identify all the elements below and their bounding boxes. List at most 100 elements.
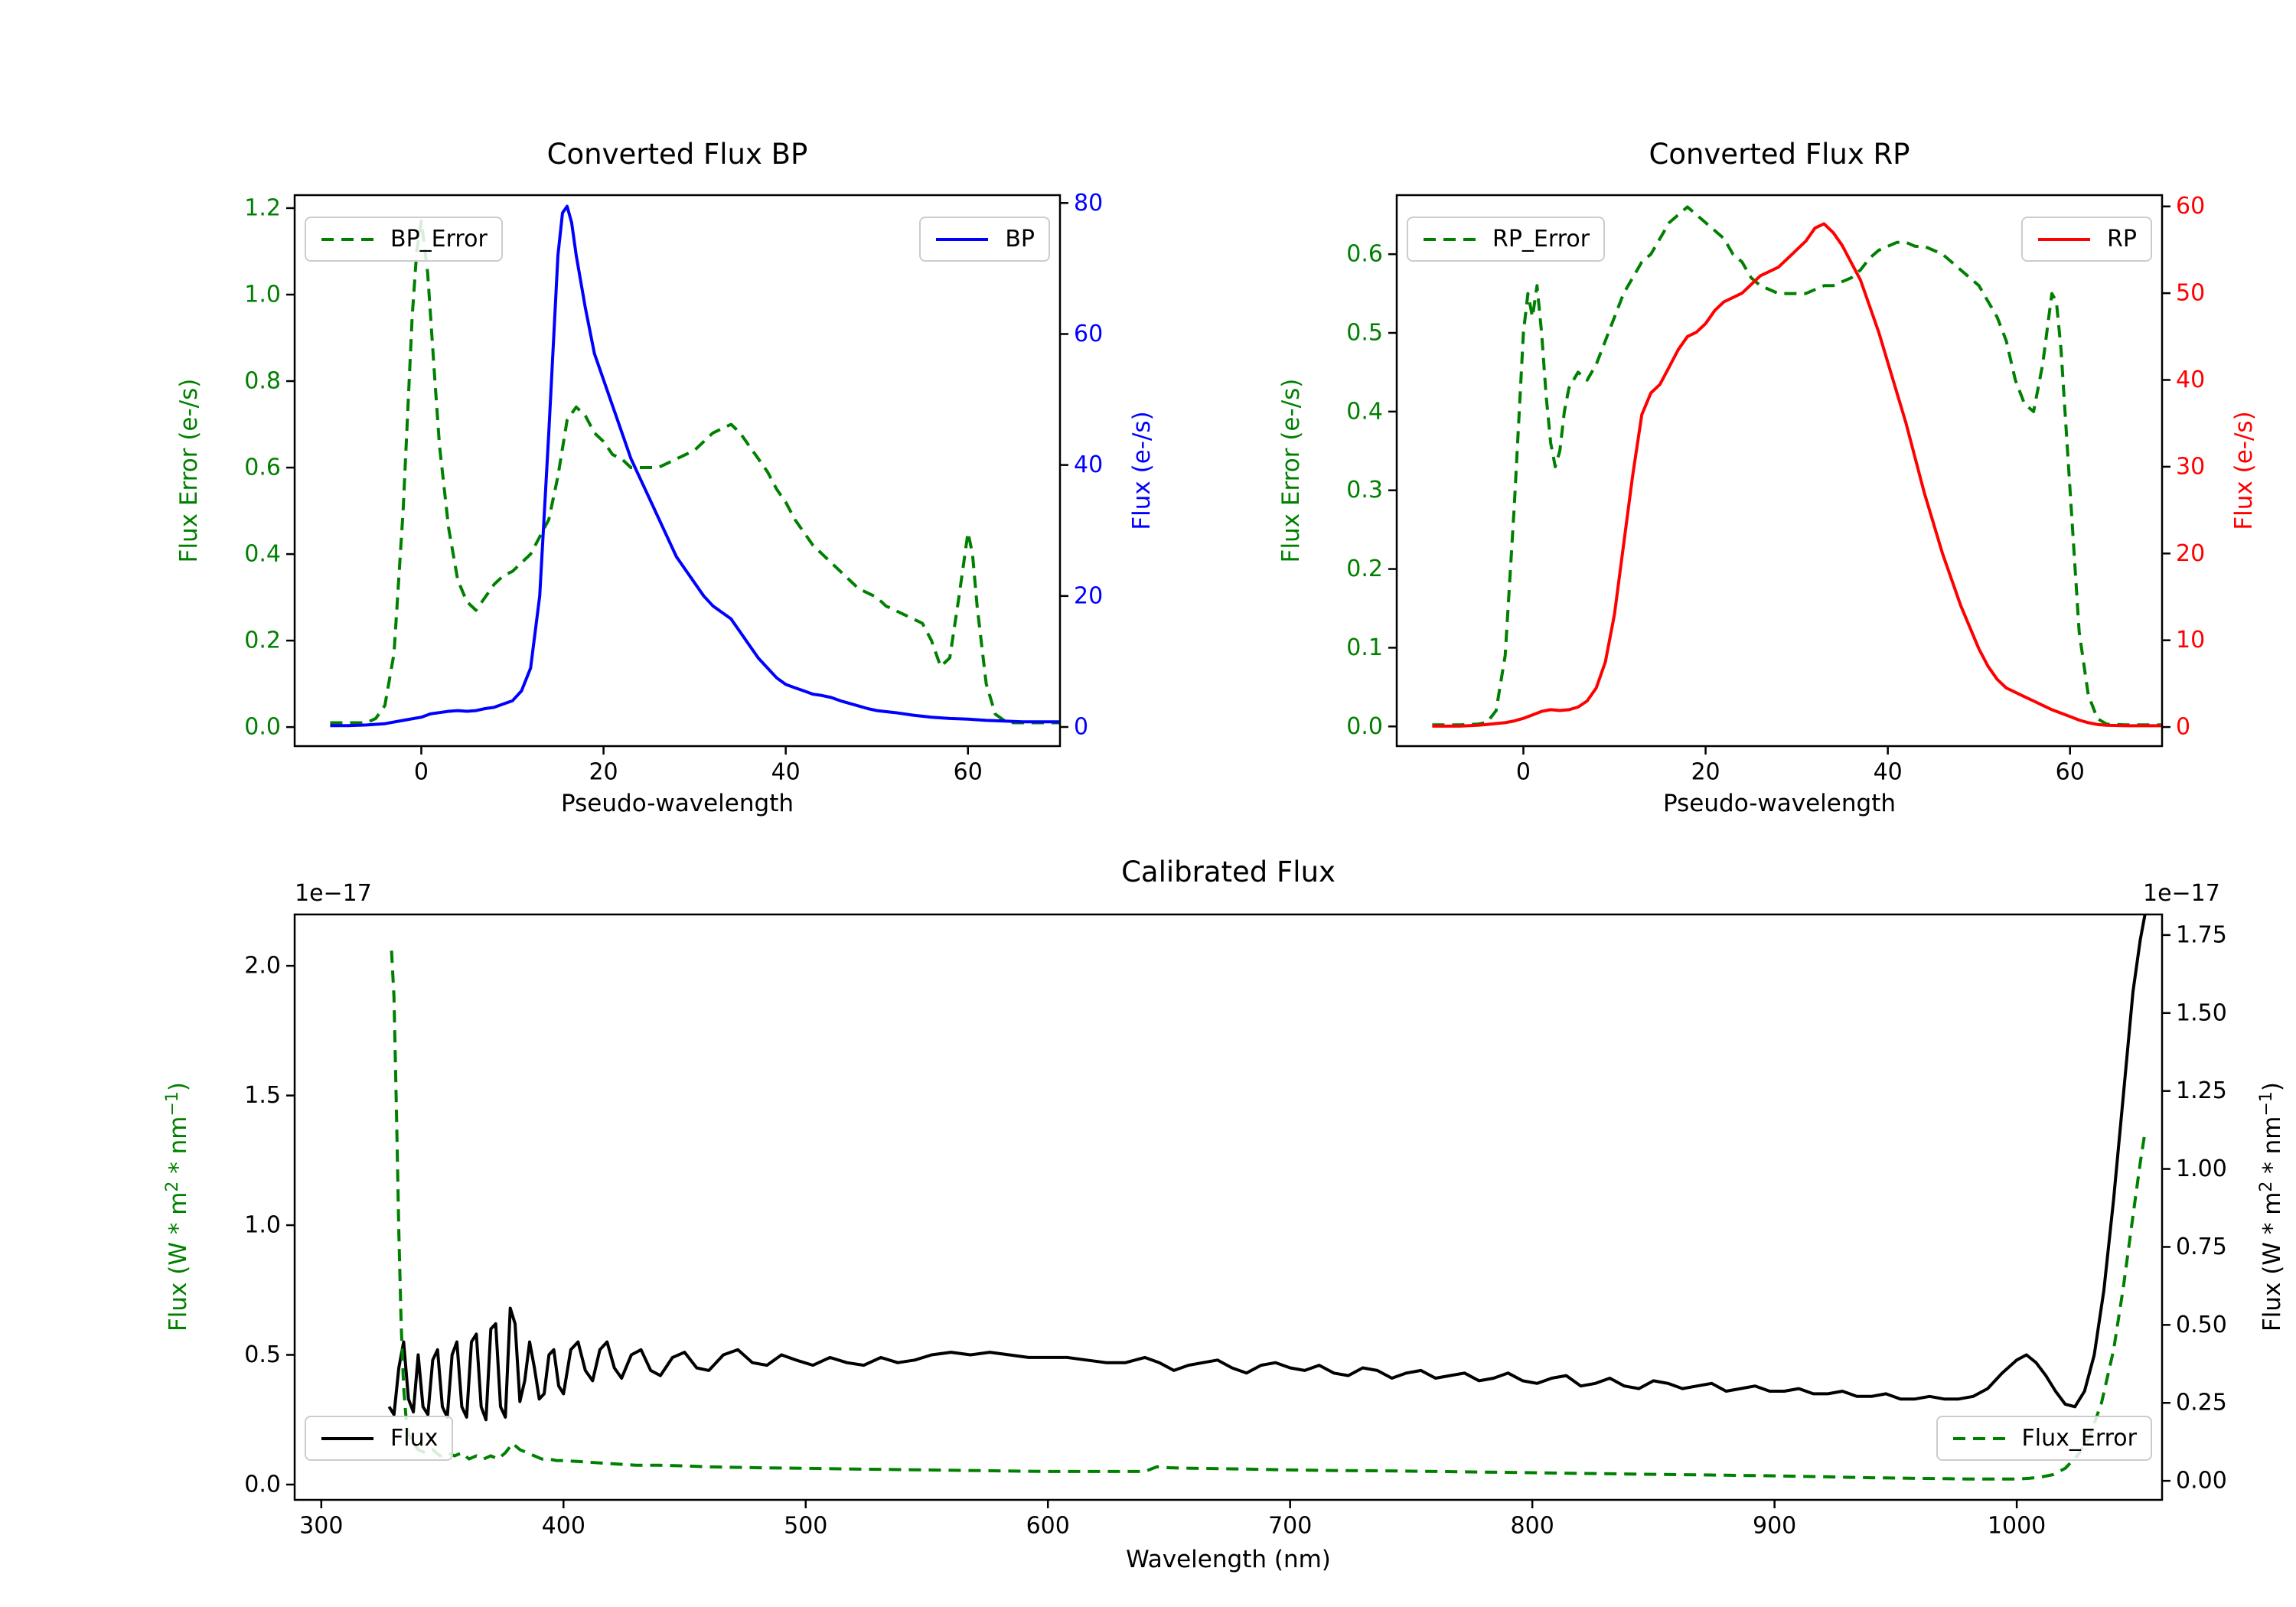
tick-label: 50 (2176, 280, 2205, 307)
y-axis-label-bp-flux: Flux (e-/s) (1128, 411, 1156, 530)
tick-label: 1.75 (2176, 921, 2227, 948)
flux-legend-line (321, 1436, 373, 1440)
legend-label: Flux (390, 1425, 439, 1452)
tick-label: 1000 (1988, 1513, 2046, 1540)
axes-spine (293, 194, 1062, 748)
legend-bp: BP (919, 217, 1050, 262)
rp-error-line (1432, 205, 2161, 727)
tick-label: 0.6 (1346, 241, 1383, 268)
axes-spine (293, 913, 2164, 1501)
tick-label: 60 (2056, 759, 2085, 786)
label-text: ) (165, 1081, 193, 1092)
tick-label: 0.8 (244, 368, 281, 395)
legend-label: BP (1005, 226, 1035, 253)
tick-label: 1.0 (244, 1212, 281, 1239)
tick-label: 40 (1874, 759, 1903, 786)
chart-title-rp: Converted Flux RP (1649, 138, 1910, 171)
bp-line (330, 204, 1059, 728)
tick-label: 40 (771, 759, 801, 786)
tick-label: 20 (1074, 582, 1103, 609)
legend-bp-error: BP_Error (305, 217, 503, 262)
label-text: ) (2258, 1081, 2287, 1092)
label-text: Flux (W * m (2258, 1191, 2287, 1332)
tick-label: 0.0 (244, 714, 281, 741)
label-superscript: 2 (2256, 1181, 2276, 1192)
tick-label: 60 (954, 759, 983, 786)
bp-error-line (330, 219, 1059, 725)
tick-label: 40 (2176, 367, 2205, 393)
tick-label: 0.4 (1346, 398, 1383, 425)
legend-flux-error: Flux_Error (1936, 1416, 2152, 1461)
tick-label: 1.5 (244, 1082, 281, 1109)
tick-label: 0 (1516, 759, 1531, 786)
tick-label: 20 (589, 759, 618, 786)
tick-label: 700 (1268, 1513, 1312, 1540)
label-text: * nm (2258, 1116, 2287, 1182)
tick-label: 0.4 (244, 541, 281, 568)
y-axis-label-rp-error: Flux Error (e-/s) (1277, 378, 1305, 563)
x-axis-label-bp: Pseudo-wavelength (560, 790, 794, 817)
legend-label: RP_Error (1492, 226, 1590, 253)
chart-title-bp: Converted Flux BP (546, 138, 808, 171)
tick-label: 1.2 (244, 194, 281, 221)
flux-error-legend-line (1952, 1436, 2005, 1440)
rp-legend-line (2038, 237, 2091, 241)
y-axis-label-calibrated-left: Flux (W * m2 * nm−1) (163, 1082, 192, 1332)
tick-label: 0.0 (1346, 713, 1383, 740)
tick-label: 800 (1511, 1513, 1554, 1540)
label-text: * nm (165, 1116, 193, 1182)
label-superscript: 2 (162, 1181, 182, 1192)
y-axis-label-calibrated-right: Flux (W * m2 * nm−1) (2257, 1082, 2286, 1332)
tick-label: 1.0 (244, 281, 281, 308)
axes-spine (1395, 194, 2164, 748)
tick-label: 0.00 (2176, 1468, 2227, 1495)
rp-line (1432, 222, 2161, 728)
bp-legend-line (936, 237, 989, 241)
tick-label: 0.50 (2176, 1312, 2227, 1338)
tick-label: 60 (2176, 193, 2205, 220)
x-axis-label-rp: Pseudo-wavelength (1662, 790, 1896, 817)
tick-label: 0.2 (244, 627, 281, 654)
label-text: Flux (W * m (165, 1191, 193, 1332)
tick-label: 1.00 (2176, 1156, 2227, 1182)
tick-label: 10 (2176, 627, 2205, 654)
tick-label: 0 (2176, 714, 2190, 741)
tick-label: 300 (299, 1513, 343, 1540)
tick-label: 0.25 (2176, 1390, 2227, 1416)
tick-label: 0.1 (1346, 634, 1383, 661)
y-axis-label-rp-flux: Flux (e-/s) (2230, 411, 2258, 530)
tick-label: 400 (542, 1513, 585, 1540)
tick-label: 80 (1074, 190, 1103, 217)
tick-label: 20 (1691, 759, 1720, 786)
tick-label: 40 (1074, 451, 1103, 478)
tick-label: 1.25 (2176, 1077, 2227, 1104)
tick-label: 900 (1753, 1513, 1796, 1540)
flux-error-line (390, 950, 2147, 1481)
legend-flux: Flux (305, 1416, 454, 1461)
bp-error-legend-line (321, 237, 373, 241)
tick-label: 0.0 (244, 1472, 281, 1498)
rp-error-legend-line (1424, 237, 1476, 241)
tick-label: 60 (1074, 321, 1103, 347)
tick-label: 0.5 (244, 1341, 281, 1368)
legend-label: Flux_Error (2021, 1425, 2137, 1452)
tick-label: 0.75 (2176, 1234, 2227, 1260)
legend-rp: RP (2021, 217, 2152, 262)
x-axis-label-calibrated: Wavelength (nm) (1126, 1546, 1331, 1573)
tick-label: 1.50 (2176, 999, 2227, 1026)
tick-label: 0.2 (1346, 556, 1383, 582)
chart-title-calibrated: Calibrated Flux (1121, 856, 1336, 888)
axis-offset-text-right: 1e−17 (2143, 880, 2220, 907)
legend-label: BP_Error (390, 226, 488, 253)
tick-label: 600 (1026, 1513, 1070, 1540)
tick-label: 0.6 (244, 455, 281, 481)
tick-label: 0.5 (1346, 320, 1383, 347)
tick-label: 2.0 (244, 953, 281, 980)
legend-label: RP (2107, 226, 2137, 253)
label-superscript: −1 (162, 1091, 182, 1116)
tick-label: 20 (2176, 540, 2205, 567)
flux-line (387, 913, 2147, 1422)
axis-offset-text-left: 1e−17 (295, 880, 372, 907)
